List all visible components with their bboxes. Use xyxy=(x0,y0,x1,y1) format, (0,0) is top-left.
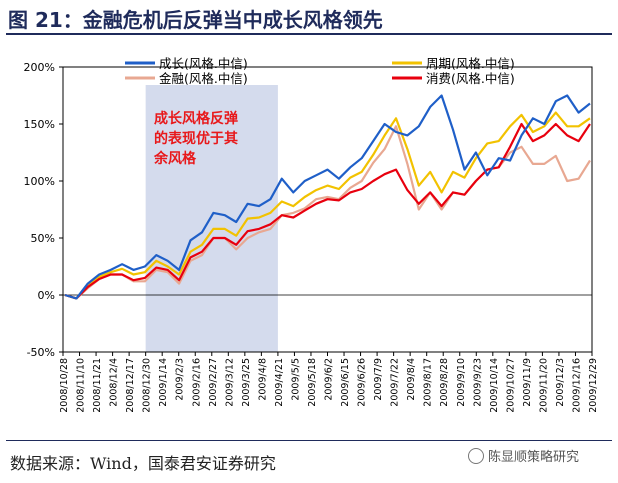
annotation-text: 余风格 xyxy=(153,150,197,167)
x-tick-label: 2009/8/28 xyxy=(439,358,450,407)
x-tick-label: 2009/12/29 xyxy=(588,358,599,413)
x-tick-label: 2009/10/14 xyxy=(489,358,500,413)
x-tick-label: 2008/12/4 xyxy=(109,358,120,407)
x-tick-label: 2009/2/3 xyxy=(175,358,186,401)
y-tick-label: 150% xyxy=(24,118,55,131)
title-divider xyxy=(6,33,612,35)
series-line-1 xyxy=(64,94,591,300)
x-tick-label: 2009/6/15 xyxy=(340,358,351,407)
x-tick-label: 2009/11/20 xyxy=(538,358,549,413)
y-tick-label: 200% xyxy=(24,61,55,74)
y-tick-label: 100% xyxy=(24,175,55,188)
line-chart: -50% 0% 50% 100% 150% 200% 2008/10/28 2008/11/1… xyxy=(24,56,599,413)
legend-label: 成长(风格.中信) xyxy=(159,56,248,71)
x-tick-label: 2009/3/25 xyxy=(241,358,252,407)
x-tick-label: 2009/7/22 xyxy=(390,358,401,407)
data-source: 数据来源：Wind，国泰君安证券研究 xyxy=(10,454,276,473)
x-tick-label: 2009/9/10 xyxy=(456,358,467,407)
footer-divider xyxy=(6,440,612,441)
plot-frame xyxy=(62,66,593,353)
x-tick-label: 2009/7/9 xyxy=(373,358,384,401)
annotation-text: 成长风格反弹 xyxy=(154,110,238,127)
x-tick-label: 2009/8/17 xyxy=(423,358,434,407)
legend-label: 周期(风格.中信) xyxy=(426,56,515,71)
wechat-icon xyxy=(468,448,484,464)
series-line-2 xyxy=(64,111,591,300)
x-tick-label: 2008/12/17 xyxy=(125,358,136,413)
x-tick-label: 2009/4/21 xyxy=(274,358,285,407)
legend-label: 金融(风格.中信) xyxy=(159,71,248,86)
x-tick-label: 2009/12/3 xyxy=(555,358,566,407)
x-tick-label: 2008/11/10 xyxy=(76,358,87,413)
x-tick-label: 2009/5/5 xyxy=(290,358,301,401)
x-tick-label: 2009/5/18 xyxy=(307,358,318,407)
x-tick-label: 2009/6/2 xyxy=(324,358,335,401)
x-tick-label: 2009/4/8 xyxy=(257,358,268,401)
watermark-label: 陈显顺策略研究 xyxy=(488,450,580,465)
x-tick-label: 2009/2/16 xyxy=(191,358,202,407)
x-tick-label: 2009/6/26 xyxy=(357,358,368,407)
x-tick-label: 2009/10/27 xyxy=(505,358,516,413)
annotation-text: 的表现优于其 xyxy=(154,130,238,147)
y-tick-label: 50% xyxy=(31,232,55,245)
x-tick-label: 2009/3/12 xyxy=(224,358,235,407)
x-tick-label: 2009/2/27 xyxy=(208,358,219,407)
y-tick-label: -50% xyxy=(27,346,55,359)
x-tick-label: 2009/9/23 xyxy=(472,358,483,407)
x-tick-label: 2008/12/30 xyxy=(142,358,153,413)
x-tick-label: 2008/10/28 xyxy=(59,358,70,413)
x-tick-label: 2009/12/16 xyxy=(571,358,582,413)
x-tick-label: 2009/1/14 xyxy=(158,358,169,407)
watermark: 陈显顺策略研究 xyxy=(468,446,579,465)
x-tick-label: 2009/8/4 xyxy=(406,358,417,401)
x-tick-label: 2009/11/9 xyxy=(522,358,533,407)
legend-label: 消费(风格.中信) xyxy=(426,71,515,86)
y-tick-label: 0% xyxy=(38,289,55,302)
page-title: 图 21：金融危机后反弹当中成长风格领先 xyxy=(8,8,383,32)
series-line-4 xyxy=(64,122,591,300)
x-tick-label: 2008/11/21 xyxy=(92,358,103,413)
